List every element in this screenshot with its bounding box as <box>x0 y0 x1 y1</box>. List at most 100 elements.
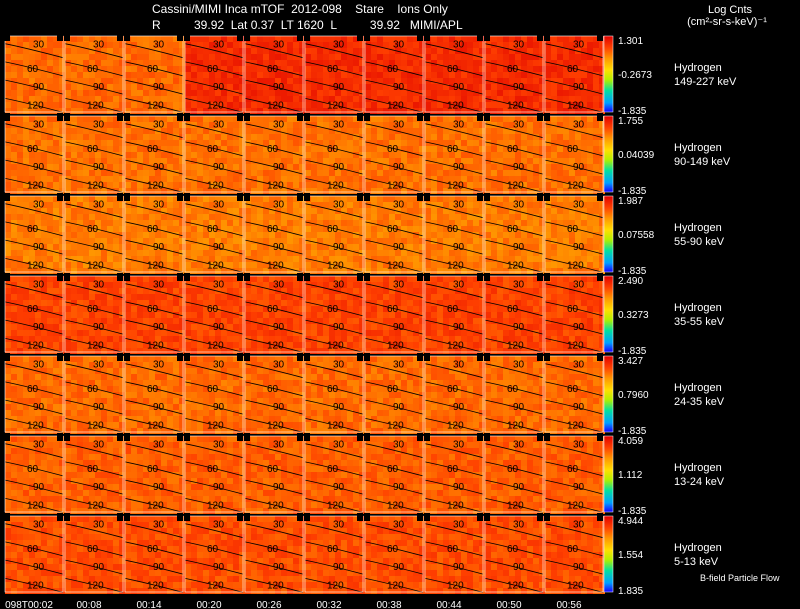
colorbar-max: 1.301 <box>618 36 643 47</box>
contour-label: 60 <box>447 144 459 155</box>
time-tick-label: 00:26 <box>256 600 281 609</box>
contour-label: 60 <box>87 144 99 155</box>
contour-label: 120 <box>447 180 464 191</box>
contour-label: 120 <box>507 500 524 511</box>
contour-label: 90 <box>393 322 405 333</box>
contour-label: 90 <box>333 562 345 573</box>
contour-label: 120 <box>507 100 524 111</box>
contour-label: 60 <box>387 464 399 475</box>
contour-label: 30 <box>333 120 345 131</box>
contour-label: 60 <box>27 544 39 555</box>
contour-label: 120 <box>147 580 164 591</box>
contour-label: 60 <box>207 304 219 315</box>
contour-label: 90 <box>453 322 465 333</box>
contour-label: 60 <box>447 64 459 75</box>
contour-label: 90 <box>333 242 345 253</box>
contour-label: 90 <box>513 242 525 253</box>
contour-label: 60 <box>327 544 339 555</box>
heatmap-panel: 30 60 90 120 <box>304 33 365 114</box>
contour-label: 120 <box>267 100 284 111</box>
contour-label: 90 <box>333 162 345 173</box>
heatmap-panel: 30 60 90 120 <box>424 273 485 354</box>
contour-label: 60 <box>507 384 519 395</box>
contour-label: 90 <box>213 242 225 253</box>
heatmap-panel: 30 60 90 120 <box>484 433 545 514</box>
colorbar-max: 1.987 <box>618 196 643 207</box>
contour-label: 120 <box>147 100 164 111</box>
contour-label: 30 <box>513 280 525 291</box>
footer-label: B-field Particle Flow <box>700 573 780 583</box>
contour-label: 60 <box>327 144 339 155</box>
contour-label: 30 <box>93 120 105 131</box>
contour-label: 30 <box>33 280 45 291</box>
contour-label: 90 <box>273 242 285 253</box>
colorbar-min: -1.835 <box>618 106 647 117</box>
contour-label: 60 <box>507 464 519 475</box>
heatmap-panel: 30 60 90 120 <box>424 33 485 114</box>
contour-label: 30 <box>273 40 285 51</box>
contour-label: 90 <box>153 242 165 253</box>
contour-label: 30 <box>453 200 465 211</box>
heatmap-panel: 30 60 90 120 <box>64 33 125 114</box>
contour-label: 30 <box>333 40 345 51</box>
contour-label: 90 <box>213 402 225 413</box>
contour-label: 60 <box>267 384 279 395</box>
contour-label: 120 <box>207 260 224 271</box>
contour-label: 120 <box>267 500 284 511</box>
contour-label: 30 <box>153 120 165 131</box>
contour-label: 120 <box>387 340 404 351</box>
contour-label: 30 <box>93 40 105 51</box>
contour-label: 120 <box>567 260 584 271</box>
heatmap-panel: 30 60 90 120 <box>304 193 365 274</box>
time-tick-label: 00:14 <box>136 600 161 609</box>
contour-label: 120 <box>87 420 104 431</box>
contour-label: 60 <box>567 144 579 155</box>
colorbar-mid: 0.07558 <box>618 230 655 241</box>
contour-label: 90 <box>513 562 525 573</box>
contour-label: 30 <box>573 120 585 131</box>
contour-label: 30 <box>213 120 225 131</box>
contour-label: 90 <box>93 322 105 333</box>
heatmap-panel: 30 60 90 120 <box>4 193 65 274</box>
heatmap-panel: 30 60 90 120 <box>544 353 605 434</box>
contour-label: 120 <box>507 580 524 591</box>
contour-label: 90 <box>153 482 165 493</box>
contour-label: 90 <box>273 562 285 573</box>
colorbar <box>603 435 614 513</box>
contour-label: 60 <box>387 384 399 395</box>
heatmap-panel: 30 60 90 120 <box>304 513 365 594</box>
heatmap-panel: 30 60 90 120 <box>484 513 545 594</box>
row-energy: 149-227 keV <box>674 76 737 88</box>
contour-label: 60 <box>27 304 39 315</box>
contour-label: 120 <box>207 340 224 351</box>
contour-label: 30 <box>393 40 405 51</box>
contour-label: 60 <box>267 544 279 555</box>
contour-label: 30 <box>453 40 465 51</box>
contour-label: 90 <box>273 82 285 93</box>
row-species: Hydrogen <box>674 142 722 154</box>
contour-label: 120 <box>387 100 404 111</box>
contour-label: 90 <box>153 562 165 573</box>
contour-label: 120 <box>27 260 44 271</box>
colorbar-mid: 1.554 <box>618 550 643 561</box>
contour-label: 90 <box>393 82 405 93</box>
contour-label: 120 <box>327 260 344 271</box>
heatmap-panel: 30 60 90 120 <box>244 113 305 194</box>
heatmap-panel: 30 60 90 120 <box>184 113 245 194</box>
contour-label: 30 <box>393 520 405 531</box>
contour-label: 30 <box>573 360 585 371</box>
contour-label: 60 <box>207 464 219 475</box>
colorbar-min: -1.835 <box>618 506 647 517</box>
contour-label: 60 <box>447 544 459 555</box>
contour-label: 60 <box>267 64 279 75</box>
contour-label: 90 <box>93 562 105 573</box>
row-species: Hydrogen <box>674 62 722 74</box>
heatmap-panel: 30 60 90 120 <box>124 33 185 114</box>
contour-label: 30 <box>33 40 45 51</box>
colorbar-min: -1.835 <box>618 266 647 277</box>
row-species: Hydrogen <box>674 542 722 554</box>
contour-label: 120 <box>207 500 224 511</box>
time-tick-label: 00:20 <box>196 600 221 609</box>
contour-label: 60 <box>147 384 159 395</box>
heatmap-panel: 30 60 90 120 <box>304 353 365 434</box>
